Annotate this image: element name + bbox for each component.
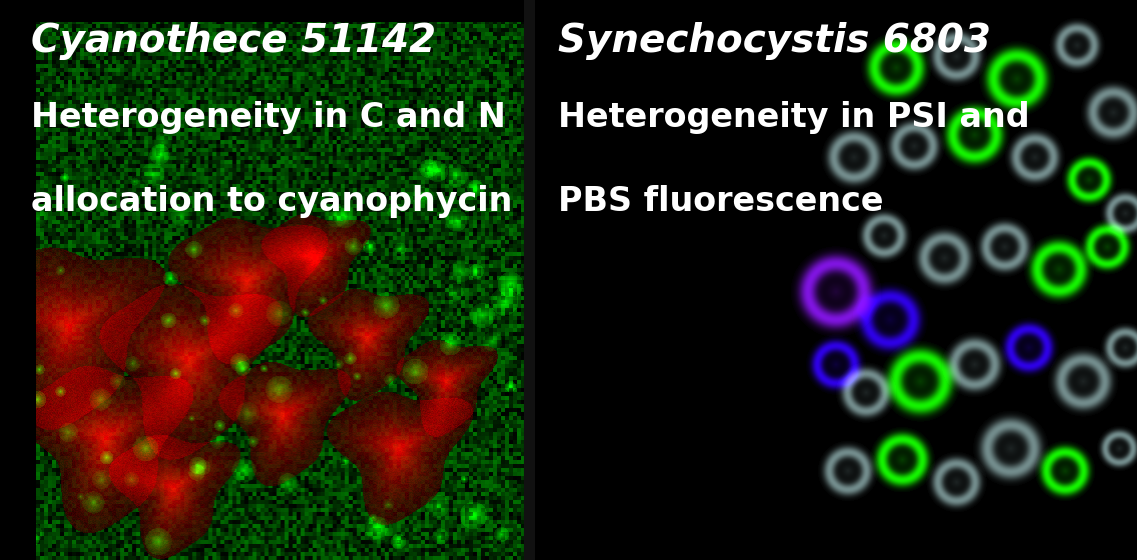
Text: Heterogeneity in PSI and: Heterogeneity in PSI and (558, 101, 1030, 134)
Text: Heterogeneity in C and N: Heterogeneity in C and N (32, 101, 506, 134)
Text: Cyanothece 51142: Cyanothece 51142 (32, 22, 437, 60)
Text: Synechocystis 6803: Synechocystis 6803 (558, 22, 991, 60)
Text: allocation to cyanophycin: allocation to cyanophycin (32, 185, 513, 218)
Text: PBS fluorescence: PBS fluorescence (558, 185, 883, 218)
